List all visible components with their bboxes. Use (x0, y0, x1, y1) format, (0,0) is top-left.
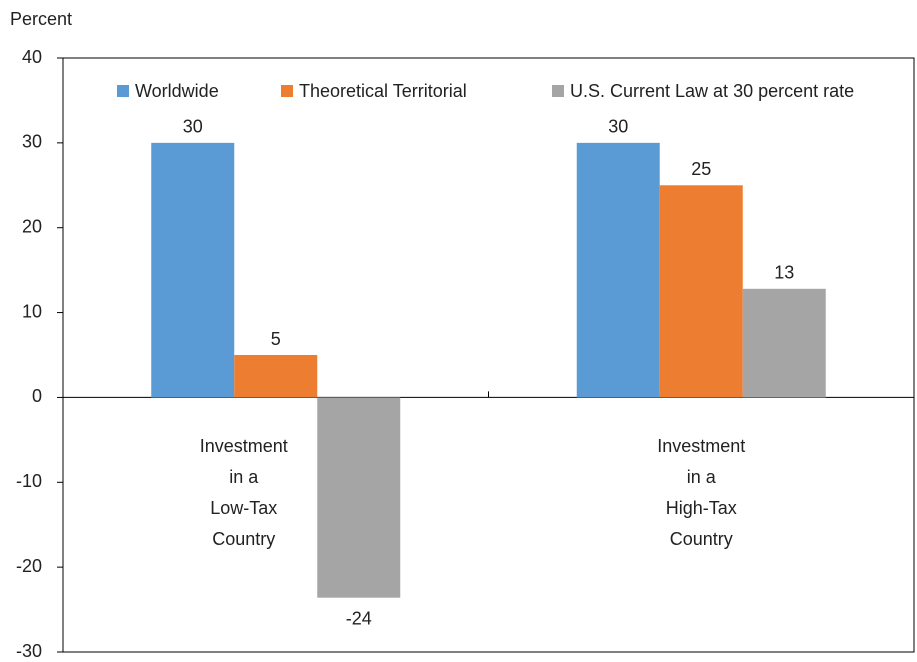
bar (234, 355, 318, 398)
legend-swatch (552, 85, 564, 97)
value-label: 30 (608, 117, 628, 137)
y-tick-label: -20 (16, 556, 42, 576)
value-label: 5 (271, 329, 281, 349)
plot-frame (62, 57, 915, 653)
value-label: -24 (346, 608, 372, 628)
y-tick-label: 30 (22, 132, 42, 152)
y-axis-label: Percent (10, 9, 72, 29)
y-tick-label: -10 (16, 471, 42, 491)
x-category-label: Investment in a Low-Tax Country (200, 436, 288, 549)
legend-label: Worldwide (135, 81, 219, 101)
value-label: 30 (183, 117, 203, 137)
legend-label: Theoretical Territorial (299, 81, 467, 101)
legend-label: U.S. Current Law at 30 percent rate (570, 81, 854, 101)
bar (659, 185, 743, 398)
legend-swatch (117, 85, 129, 97)
value-label: 25 (691, 159, 711, 179)
y-tick-label: 10 (22, 301, 42, 321)
value-label: 13 (774, 263, 794, 283)
bar (317, 397, 401, 598)
bar (576, 142, 660, 398)
y-tick-label: -30 (16, 641, 42, 661)
legend-swatch (281, 85, 293, 97)
x-category-label: Investment in a High-Tax Country (657, 436, 745, 549)
bar (742, 288, 826, 398)
bar (151, 142, 235, 398)
y-tick-label: 20 (22, 216, 42, 236)
y-tick-label: 0 (32, 386, 42, 406)
y-tick-label: 40 (22, 47, 42, 67)
